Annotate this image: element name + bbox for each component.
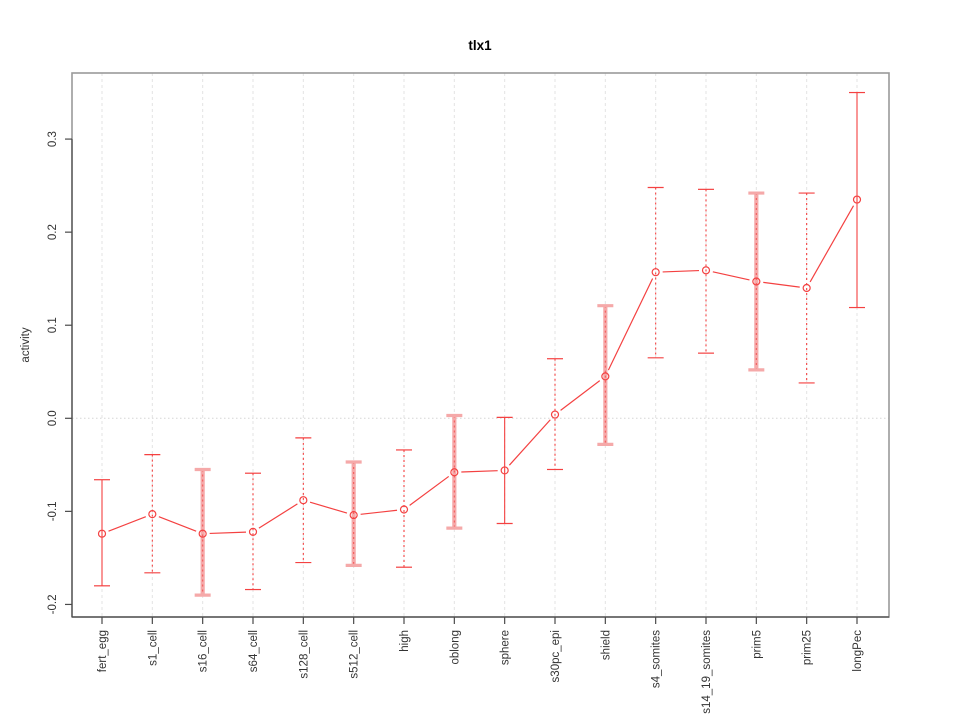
- series-segment: [258, 503, 298, 529]
- series-segment: [508, 419, 551, 466]
- x-tick-label: prim25: [802, 630, 814, 665]
- y-tick-label: -0.2: [47, 595, 59, 615]
- y-tick-label: 0.1: [47, 317, 59, 333]
- series-segment: [309, 501, 348, 514]
- data-point-marker: [148, 510, 157, 519]
- data-point-marker: [248, 527, 258, 536]
- series-segment: [763, 281, 800, 288]
- data-point-marker: [752, 277, 761, 286]
- y-tick-label: 0.3: [47, 131, 59, 147]
- data-point-marker: [198, 529, 207, 538]
- data-point-marker: [500, 466, 509, 475]
- series-segment: [108, 516, 147, 532]
- series-segment: [809, 205, 855, 283]
- data-point-marker: [399, 505, 409, 514]
- series-segment: [712, 271, 750, 281]
- y-tick-label: 0.2: [47, 224, 59, 240]
- x-tick-label: fert_egg: [97, 630, 109, 672]
- y-tick-label: -0.1: [47, 501, 59, 521]
- data-point-marker: [450, 468, 459, 477]
- x-tick-label: s16_cell: [198, 630, 210, 672]
- series-segment: [560, 380, 601, 411]
- data-point-marker: [349, 510, 358, 520]
- x-tick-label: s30pc_epi: [550, 630, 562, 682]
- data-point-marker: [299, 496, 308, 505]
- x-tick-label: sphere: [500, 630, 512, 665]
- x-tick-label: s4_somites: [651, 630, 663, 688]
- x-tick-label: high: [399, 630, 411, 652]
- data-point-marker: [651, 268, 660, 277]
- x-tick-label: s512_cell: [349, 630, 361, 679]
- y-axis-title: activity: [20, 327, 32, 363]
- series-segment: [209, 531, 247, 535]
- series-segment: [360, 509, 398, 515]
- chart-title: tlx1: [468, 38, 492, 53]
- data-point-marker: [550, 410, 560, 419]
- x-tick-label: s14_19_somites: [701, 630, 713, 714]
- series-segment: [461, 470, 498, 473]
- series-segment: [158, 516, 197, 532]
- data-point-marker: [852, 195, 862, 204]
- x-tick-label: s128_cell: [298, 630, 310, 679]
- x-tick-label: prim5: [751, 630, 763, 659]
- x-tick-label: s1_cell: [147, 630, 159, 666]
- series-segment: [409, 475, 450, 506]
- series-segment: [607, 278, 654, 371]
- x-tick-label: oblong: [449, 630, 461, 665]
- series-segment: [662, 269, 700, 273]
- data-point-marker: [601, 372, 610, 381]
- plot-border: [71, 72, 890, 618]
- y-tick-label: 0.0: [47, 410, 59, 426]
- x-tick-label: longPec: [852, 630, 864, 672]
- x-tick-label: shield: [600, 630, 612, 660]
- data-point-marker: [802, 283, 811, 293]
- x-tick-label: s64_cell: [248, 630, 260, 672]
- data-point-marker: [97, 529, 107, 538]
- data-point-marker: [701, 266, 711, 275]
